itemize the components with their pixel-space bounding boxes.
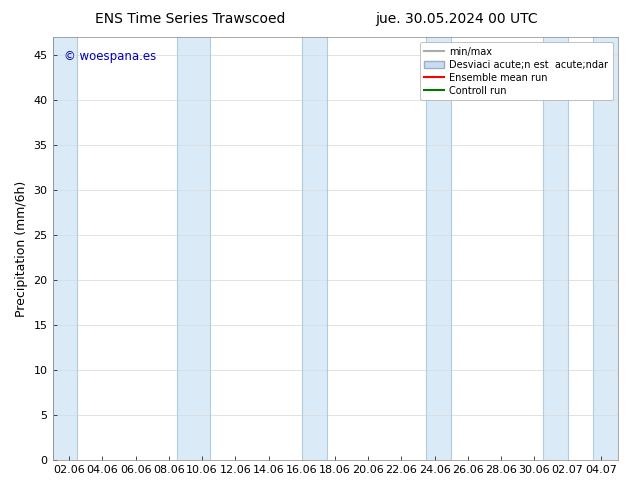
Bar — [593, 37, 618, 460]
Y-axis label: Precipitation (mm/6h): Precipitation (mm/6h) — [15, 180, 28, 317]
Legend: min/max, Desviaci acute;n est  acute;ndar, Ensemble mean run, Controll run: min/max, Desviaci acute;n est acute;ndar… — [420, 42, 612, 100]
Text: © woespana.es: © woespana.es — [64, 50, 156, 63]
Bar — [543, 37, 567, 460]
Bar — [177, 37, 210, 460]
Text: jue. 30.05.2024 00 UTC: jue. 30.05.2024 00 UTC — [375, 12, 538, 26]
Text: ENS Time Series Trawscoed: ENS Time Series Trawscoed — [95, 12, 285, 26]
Bar — [53, 37, 77, 460]
Bar — [427, 37, 451, 460]
Bar — [302, 37, 327, 460]
